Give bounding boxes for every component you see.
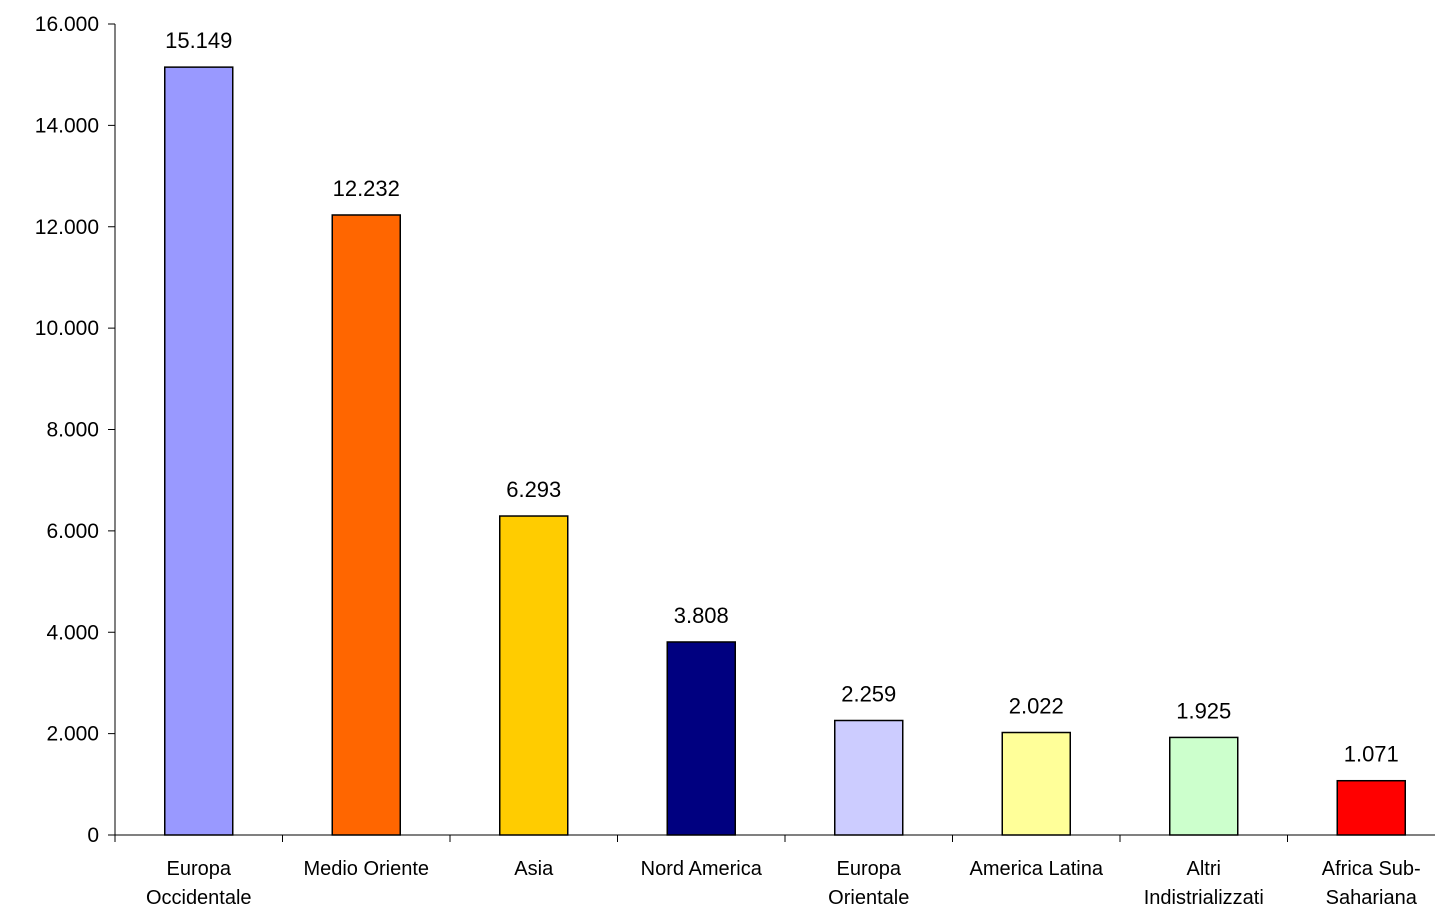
x-category-label: Europa Occidentale	[146, 858, 252, 909]
bar-value-label: 1.071	[1344, 742, 1399, 767]
y-tick-label: 16.000	[35, 13, 99, 36]
bar-value-label: 15.149	[165, 28, 232, 53]
data-labels: 15.149 12.232 6.293 3.808 2.259 2.022 1.925 1.0…	[165, 28, 1399, 767]
y-tick-label: 4.000	[46, 621, 99, 644]
x-category-label: Europa Orientale	[828, 858, 909, 909]
y-tick-label: 10.000	[35, 317, 99, 340]
y-tick-label: 8.000	[46, 419, 99, 442]
bar-value-label: 12.232	[333, 176, 400, 201]
bar-value-label: 2.259	[841, 681, 896, 706]
bar	[666, 641, 736, 836]
y-tick-label: 0	[87, 824, 99, 847]
x-category-label: Medio Oriente	[303, 858, 429, 880]
bar	[164, 66, 234, 836]
bar	[1169, 736, 1239, 836]
bar-value-label: 1.925	[1176, 698, 1231, 723]
y-tick-label: 6.000	[46, 520, 99, 543]
bar	[834, 719, 904, 836]
bar	[499, 515, 569, 836]
x-category-label: Asia	[514, 858, 554, 880]
bar-value-label: 2.022	[1009, 694, 1064, 719]
bar	[1001, 731, 1071, 836]
y-tick-label: 12.000	[35, 216, 99, 239]
bar-value-label: 3.808	[674, 603, 729, 628]
x-category-label: Altri Indistrializzati	[1144, 858, 1264, 909]
x-category-label: Nord America	[641, 858, 763, 880]
y-axis: 0 2.000 4.000 6.000 8.000 10.000 12.000 14.000 1…	[35, 13, 116, 847]
bar-value-label: 6.293	[506, 477, 561, 502]
bar	[331, 214, 401, 836]
x-category-label: America Latina	[970, 858, 1104, 880]
y-tick-label: 14.000	[35, 114, 99, 137]
y-tick-label: 2.000	[46, 723, 99, 746]
x-category-label: Africa Sub-Sahariana	[1322, 858, 1421, 909]
bar	[1336, 779, 1406, 836]
x-axis: Europa Occidentale Medio Oriente Asia Nord A…	[114, 834, 1435, 909]
